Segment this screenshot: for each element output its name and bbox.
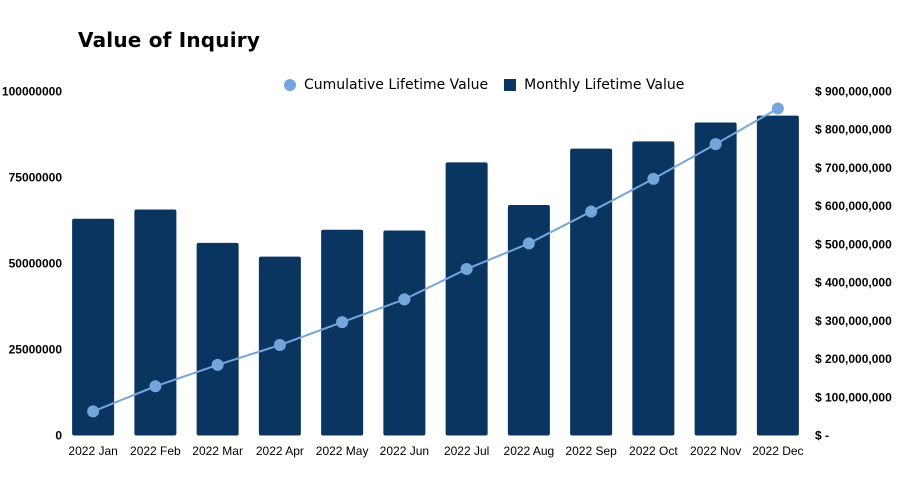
- legend-label-monthly: Monthly Lifetime Value: [524, 77, 685, 93]
- point-cumulative-0: [87, 405, 100, 418]
- legend: Cumulative Lifetime Value Monthly Lifeti…: [284, 77, 700, 93]
- bar-monthly-9: [632, 141, 675, 436]
- point-cumulative-5: [398, 293, 411, 306]
- x-tick-label: 2022 Apr: [256, 444, 304, 458]
- point-cumulative-3: [273, 339, 286, 352]
- x-tick-label: 2022 Aug: [504, 444, 555, 458]
- point-cumulative-11: [771, 102, 784, 115]
- x-tick-label: 2022 Jun: [380, 444, 429, 458]
- x-tick-label: 2022 Jul: [444, 444, 489, 458]
- bar-monthly-5: [383, 230, 426, 436]
- point-cumulative-6: [460, 263, 473, 276]
- legend-item-cumulative[interactable]: Cumulative Lifetime Value: [284, 77, 488, 93]
- point-cumulative-9: [647, 172, 660, 185]
- point-cumulative-7: [522, 237, 535, 250]
- y-right-tick-label: $ 800,000,000: [815, 123, 892, 137]
- bar-monthly-7: [507, 205, 550, 436]
- x-tick-label: 2022 Dec: [752, 444, 803, 458]
- bar-monthly-4: [321, 229, 364, 436]
- bar-monthly-2: [196, 242, 239, 436]
- y-right-tick-label: $ 500,000,000: [815, 237, 892, 251]
- y-right-tick-label: $ 100,000,000: [815, 390, 892, 404]
- bar-monthly-6: [445, 162, 488, 436]
- y-right-tick-label: $ -: [815, 429, 829, 443]
- y-left-tick-label: 0: [55, 429, 62, 443]
- bar-monthly-0: [72, 218, 115, 436]
- point-cumulative-4: [336, 316, 349, 329]
- bar-monthly-11: [756, 115, 799, 436]
- point-cumulative-8: [585, 205, 598, 218]
- y-right-tick-label: $ 900,000,000: [815, 85, 892, 99]
- y-right-tick-label: $ 700,000,000: [815, 161, 892, 175]
- line-cumulative: [92, 107, 779, 413]
- bar-monthly-10: [694, 122, 737, 436]
- y-right-tick-label: $ 200,000,000: [815, 352, 892, 366]
- chart-title: Value of Inquiry: [78, 28, 261, 52]
- bar-monthly-1: [134, 209, 177, 436]
- point-cumulative-2: [211, 358, 224, 371]
- legend-item-monthly[interactable]: Monthly Lifetime Value: [504, 77, 684, 93]
- legend-swatch-cumulative: [284, 79, 296, 91]
- y-right-tick-label: $ 300,000,000: [815, 314, 892, 328]
- legend-swatch-monthly: [504, 79, 517, 91]
- x-tick-label: 2022 Sep: [565, 444, 617, 458]
- legend-label-cumulative: Cumulative Lifetime Value: [304, 77, 489, 93]
- x-tick-label: 2022 Mar: [192, 444, 243, 458]
- x-tick-label: 2022 Jan: [68, 444, 117, 458]
- y-left-tick-label: 100000000: [2, 85, 62, 99]
- x-tick-label: 2022 Feb: [130, 444, 181, 458]
- point-cumulative-10: [709, 138, 722, 151]
- y-left-tick-label: 25000000: [9, 343, 63, 357]
- y-right-tick-label: $ 600,000,000: [815, 199, 892, 213]
- x-tick-label: 2022 May: [316, 444, 369, 458]
- y-right-tick-label: $ 400,000,000: [815, 276, 892, 290]
- bar-monthly-8: [570, 148, 613, 436]
- y-left-tick-label: 50000000: [9, 257, 63, 271]
- x-tick-label: 2022 Nov: [690, 444, 741, 458]
- y-left-tick-label: 75000000: [9, 171, 63, 185]
- point-cumulative-1: [149, 380, 162, 393]
- x-tick-label: 2022 Oct: [629, 444, 678, 458]
